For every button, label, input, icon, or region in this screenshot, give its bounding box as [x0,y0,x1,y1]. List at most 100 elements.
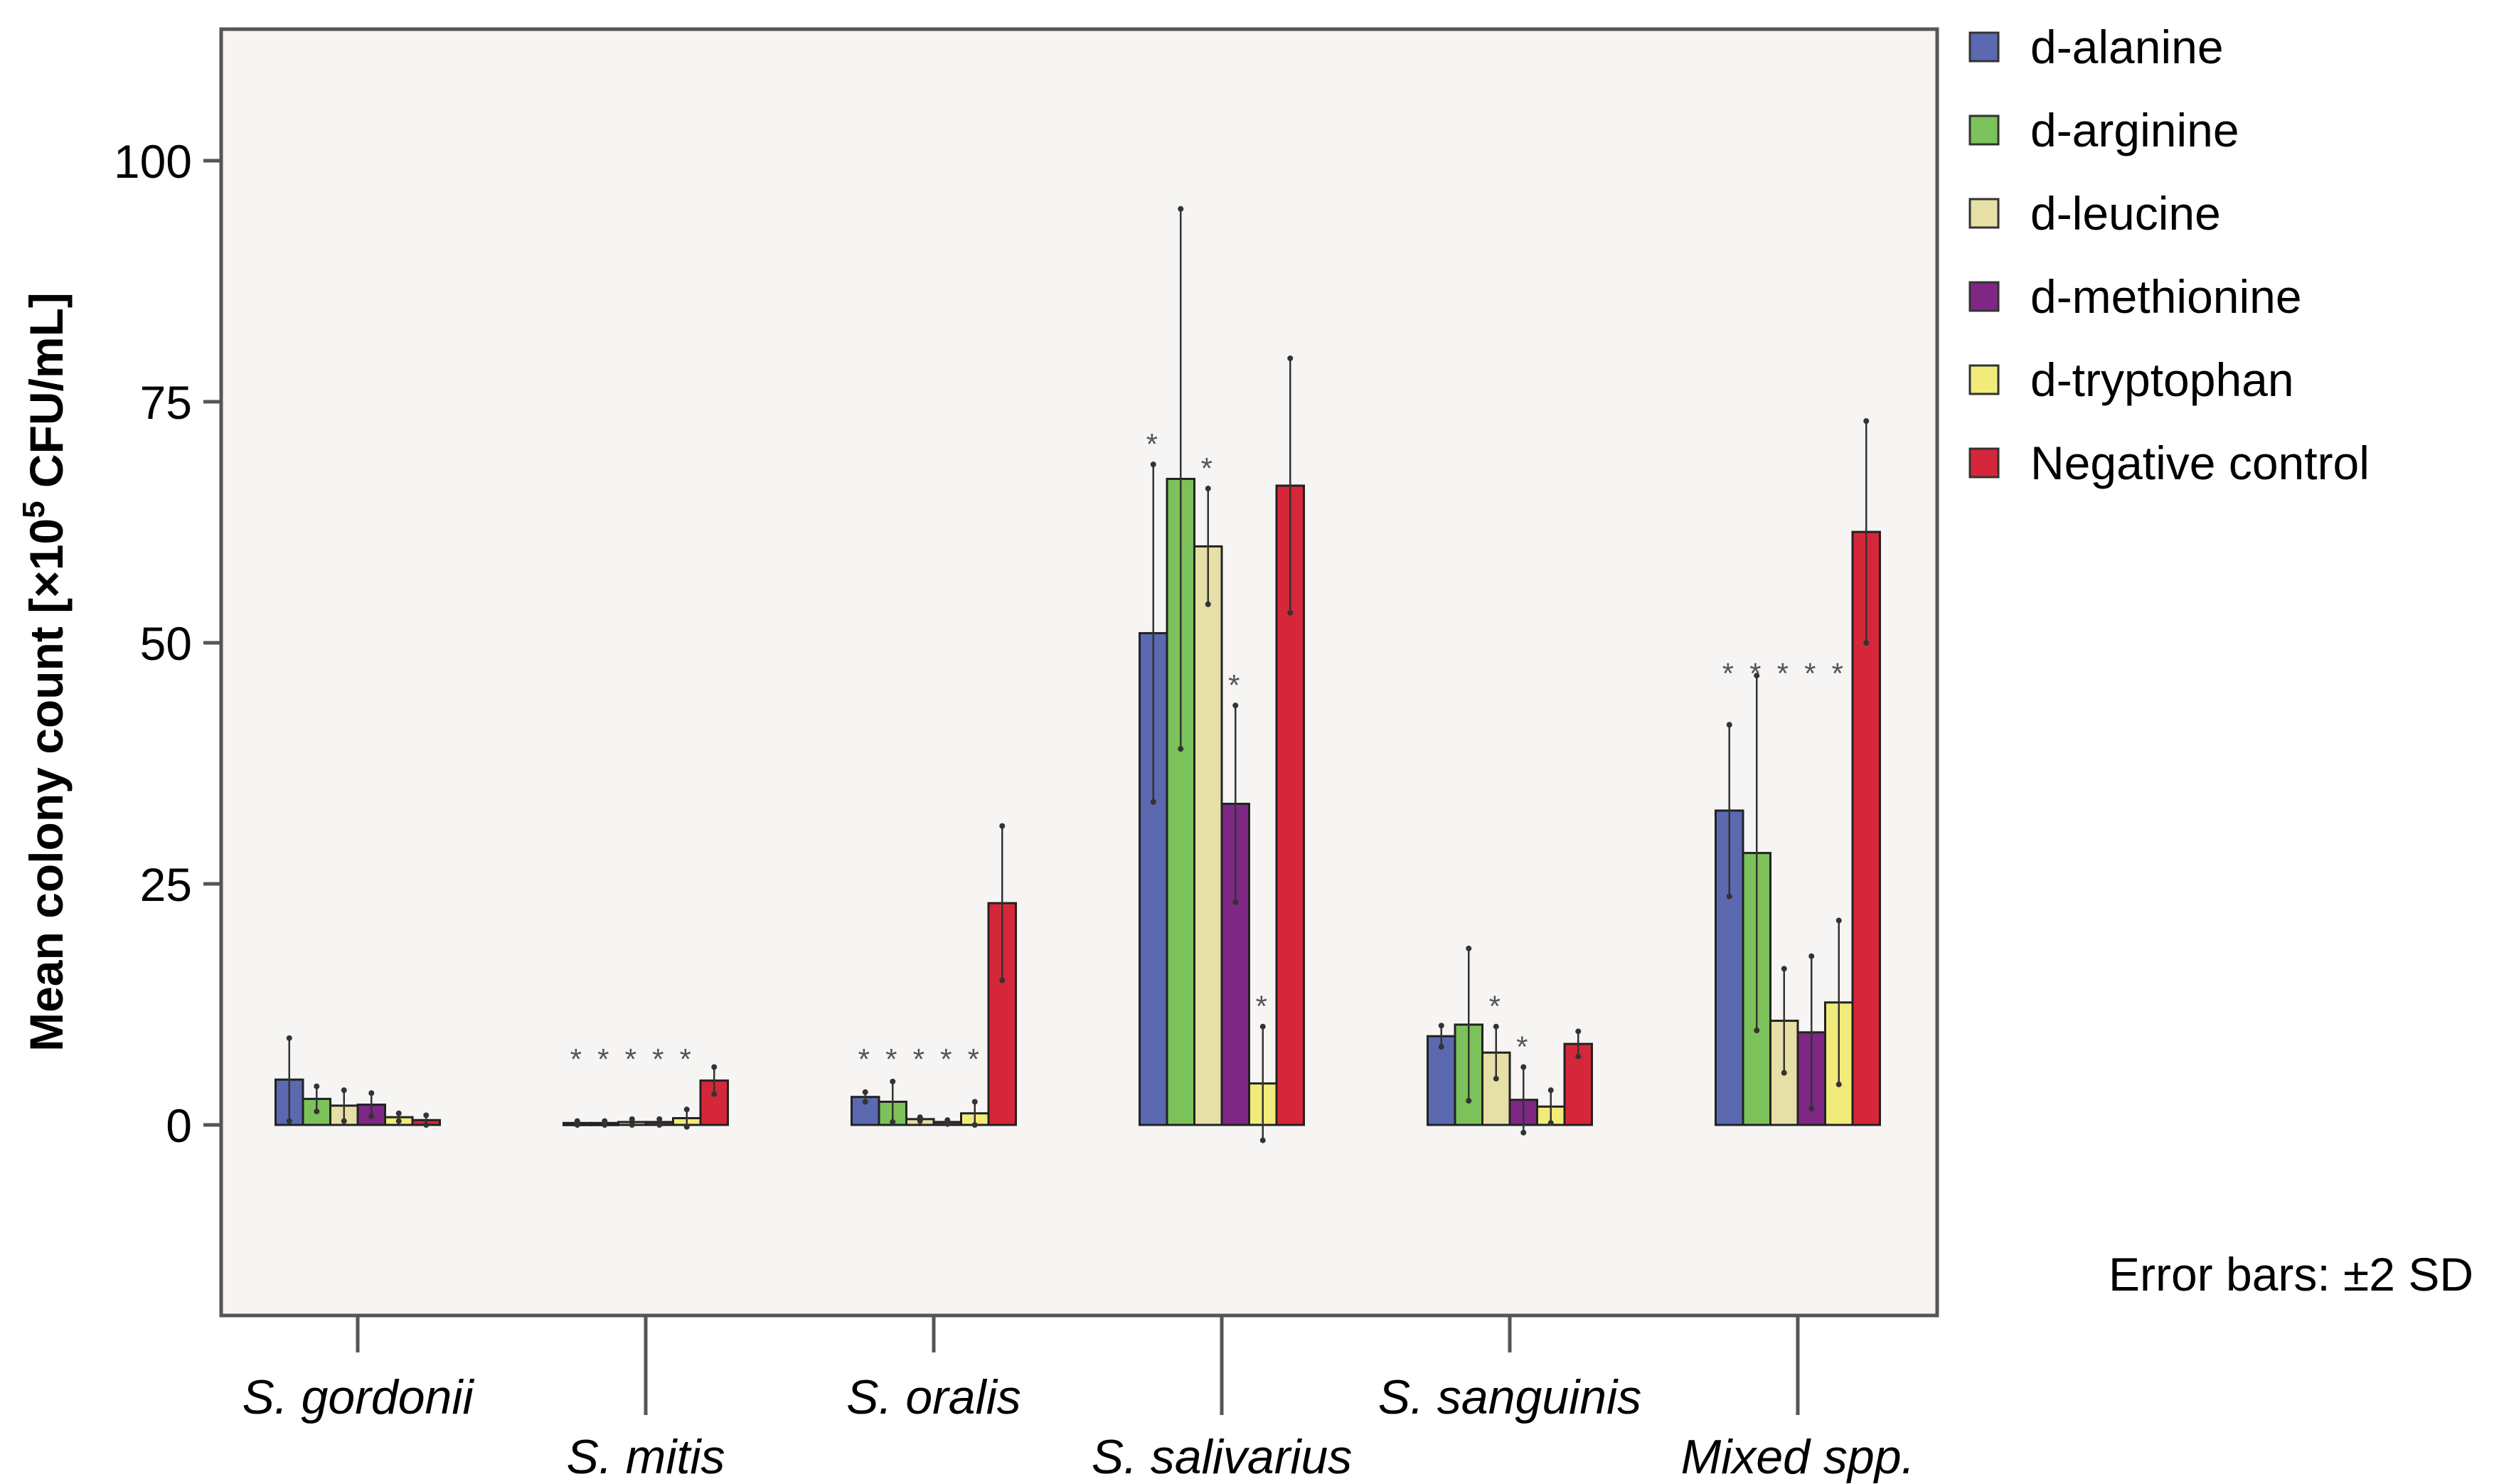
error-bar-cap [999,977,1006,983]
x-tick-label: S. oralis [846,1370,1021,1424]
y-tick-label: 25 [140,858,192,911]
error-bar-cap [1547,1120,1554,1126]
error-bar-cap [971,1099,978,1105]
x-tick-label: S. gordonii [242,1370,474,1424]
x-tick-label: S. mitis [567,1430,725,1484]
legend-swatch [1968,281,2000,312]
error-bar-cap [286,1118,292,1124]
error-bar-cap [1466,945,1472,951]
error-bar-cap [1205,486,1211,492]
significance-star: * [1832,656,1843,690]
significance-star: * [625,1042,636,1076]
error-bar-cap [1808,953,1815,959]
y-tick-label: 0 [166,1099,192,1152]
legend-swatch [1968,364,2000,395]
significance-star: * [1201,452,1213,485]
significance-star: * [1804,656,1816,690]
error-bar-cap [1547,1087,1554,1094]
error-bar-cap [1863,418,1870,425]
y-tick-label: 75 [140,376,192,429]
error-bar-cap [1178,746,1184,752]
x-tick-label: S. sanguinis [1378,1370,1641,1424]
significance-star: * [1489,990,1501,1023]
plot-area [219,27,1939,1318]
error-bar-cap [629,1116,635,1122]
significance-star: * [1749,656,1761,690]
significance-star: * [570,1042,582,1076]
error-bar-cap [1438,1044,1444,1050]
significance-star: * [968,1042,979,1076]
error-bar-cap [656,1122,663,1128]
error-bar-cap [1835,917,1842,924]
error-bar-cap [286,1035,292,1041]
significance-star: * [1146,427,1158,461]
error-bar-cap [656,1116,663,1122]
error-bar-cap [1781,1069,1787,1076]
significance-star: * [597,1042,609,1076]
significance-star: * [1777,656,1789,690]
bar [1851,530,1881,1126]
bar [1220,802,1250,1126]
y-tick-label: 50 [140,617,192,670]
error-bar-cap [1808,1105,1815,1111]
legend-label: Negative control [2030,437,2370,489]
error-bar-cap [999,823,1006,829]
significance-star: * [680,1042,691,1076]
error-bar-cap [683,1123,690,1130]
error-bar-note: Error bars: ±2 SD [2109,1248,2473,1301]
significance-star: * [652,1042,664,1076]
significance-star: * [1722,656,1734,690]
error-bar-cap [711,1064,718,1070]
significance-star: * [940,1042,952,1076]
error-bar-cap [1520,1064,1527,1070]
error-bar-cap [423,1112,430,1119]
error-bar-cap [862,1099,868,1105]
error-bar-cap [1493,1075,1499,1082]
bar [1193,545,1223,1126]
error-bar-cap [1575,1053,1582,1059]
error-bar-cap [368,1113,375,1119]
legend-label: d-leucine [2030,187,2221,240]
error-bar-cap [971,1122,978,1128]
error-bar-cap [1493,1023,1499,1030]
error-bar-cap [1259,1137,1266,1143]
error-bar-cap [1205,601,1211,607]
error-bar-cap [395,1110,402,1116]
error-bar-cap [1232,899,1239,905]
error-bar-cap [395,1118,402,1124]
error-bar-cap [1287,355,1294,361]
y-tick-label: 100 [114,135,192,188]
error-bar-cap [1781,966,1787,972]
error-bar-cap [711,1091,718,1097]
error-bar-cap [602,1122,608,1128]
error-bar-cap [1178,205,1184,212]
legend-label: d-tryptophan [2030,353,2294,406]
x-tick-label: S. salivarius [1092,1430,1353,1484]
error-bar-cap [1466,1098,1472,1104]
error-bar-cap [1863,640,1870,646]
error-bar-cap [1259,1023,1266,1030]
error-bar-cap [1232,703,1239,709]
error-bar-cap [314,1109,320,1115]
legend-swatch [1968,31,2000,63]
legend-label: d-alanine [2030,21,2224,73]
error-bar-cap [917,1118,923,1124]
error-bar-cap [944,1121,951,1127]
significance-star: * [858,1042,870,1076]
error-bar-cap [1726,722,1732,728]
error-bar-cap [574,1122,580,1128]
error-bar-cap [683,1106,690,1113]
x-tick-label: Mixed spp. [1681,1430,1915,1484]
legend-label: d-methionine [2030,270,2302,323]
significance-star: * [1256,990,1267,1023]
error-bar-cap [1150,799,1156,805]
legend-swatch [1968,198,2000,229]
x-axis: S. gordonii S. mitis S. oralis S. salivariu… [242,1315,1914,1484]
error-bar-cap [314,1083,320,1089]
legend: d-alanine d-arginine d-leucine d-methionine… [1968,21,2370,489]
error-bar-cap [1754,1027,1760,1034]
error-bar-cap [1835,1082,1842,1088]
error-bar-cap [862,1089,868,1095]
error-bar-cap [890,1119,896,1125]
